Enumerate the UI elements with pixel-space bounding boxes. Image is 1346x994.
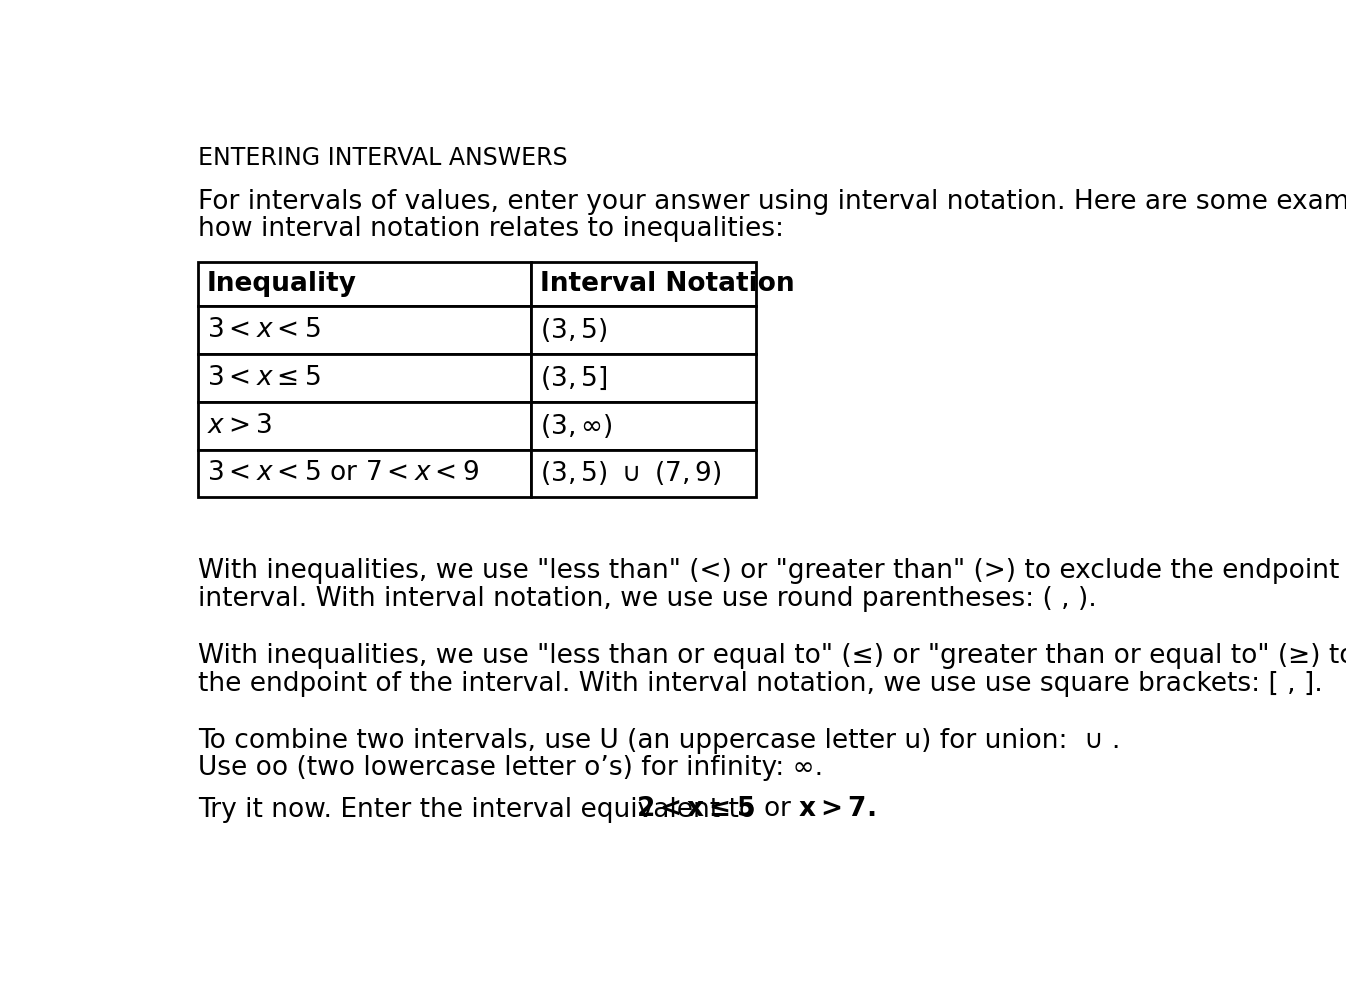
Text: To combine two intervals, use U (an uppercase letter u) for union:  ∪ .: To combine two intervals, use U (an uppe…	[198, 728, 1120, 753]
Text: With inequalities, we use "less than" (<) or "greater than" (>) to exclude the e: With inequalities, we use "less than" (<…	[198, 559, 1346, 584]
Text: $(3, 5]$: $(3, 5]$	[540, 365, 607, 392]
Bar	[530, 261, 755, 306]
Text: interval. With interval notation, we use use round parentheses: ( , ).: interval. With interval notation, we use…	[198, 585, 1097, 612]
Text: the endpoint of the interval. With interval notation, we use use square brackets: the endpoint of the interval. With inter…	[198, 671, 1323, 697]
Text: Use oo (two lowercase letter o’s) for infinity: ∞.: Use oo (two lowercase letter o’s) for in…	[198, 755, 822, 781]
Bar	[198, 261, 530, 306]
Text: With inequalities, we use "less than or equal to" (≤) or "greater than or equal : With inequalities, we use "less than or …	[198, 643, 1346, 669]
Bar	[198, 306, 530, 354]
Text: ENTERING INTERVAL ANSWERS: ENTERING INTERVAL ANSWERS	[198, 146, 567, 170]
Bar	[530, 354, 755, 402]
Bar	[530, 306, 755, 354]
Bar	[198, 449, 530, 497]
Text: $3 < x < 5\ \mathrm{or}\ 7 < x < 9$: $3 < x < 5\ \mathrm{or}\ 7 < x < 9$	[207, 460, 479, 486]
Text: $(3, 5)$: $(3, 5)$	[540, 316, 607, 344]
Text: $(3, 5)\ \cup\ (7, 9)$: $(3, 5)\ \cup\ (7, 9)$	[540, 459, 721, 487]
Bar	[530, 449, 755, 497]
Bar	[198, 402, 530, 449]
Text: Try it now. Enter the interval equivalent to: Try it now. Enter the interval equivalen…	[198, 797, 763, 823]
Text: $\mathbf{2 < x \leq 5\ \mathrm{or}\ x > 7}$.: $\mathbf{2 < x \leq 5\ \mathrm{or}\ x > …	[635, 796, 876, 822]
Text: $(3, \infty)$: $(3, \infty)$	[540, 412, 612, 439]
Text: For intervals of values, enter your answer using interval notation. Here are som: For intervals of values, enter your answ…	[198, 189, 1346, 215]
Text: Interval Notation: Interval Notation	[540, 271, 795, 297]
Text: $3 < x \leq 5$: $3 < x \leq 5$	[207, 365, 320, 391]
Text: how interval notation relates to inequalities:: how interval notation relates to inequal…	[198, 217, 783, 243]
Text: $x > 3$: $x > 3$	[207, 413, 272, 438]
Bar	[530, 402, 755, 449]
Text: $3 < x < 5$: $3 < x < 5$	[207, 317, 320, 343]
Bar	[198, 354, 530, 402]
Text: Inequality: Inequality	[207, 271, 357, 297]
